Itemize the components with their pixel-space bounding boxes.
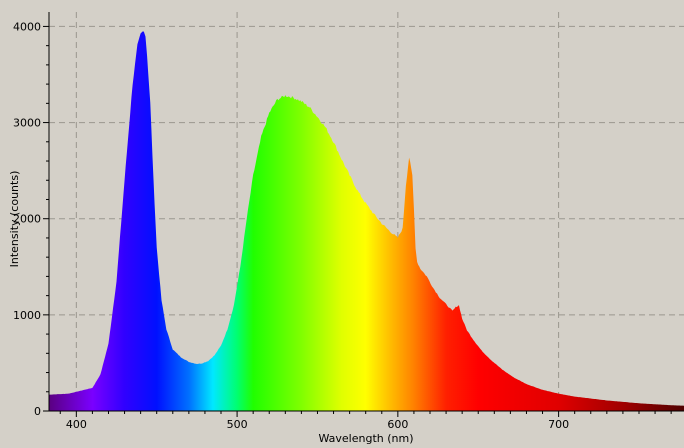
x-axis-ticks: 400 500 600 700 [59,411,672,431]
y-axis-ticks: 0 1000 2000 3000 4000 [13,20,49,418]
x-tick-label: 600 [387,418,408,431]
y-tick-label: 4000 [13,20,41,33]
x-tick-label: 500 [227,418,248,431]
y-tick-label: 1000 [13,309,41,322]
y-tick-label: 2000 [13,213,41,226]
x-tick-label: 700 [548,418,569,431]
x-axis-title: Wavelength (nm) [318,432,413,445]
x-tick-label: 400 [66,418,87,431]
y-axis-title: Intensity (counts) [8,171,21,268]
axes [48,12,684,412]
y-tick-label: 3000 [13,117,41,130]
y-tick-label: 0 [34,405,41,418]
spectrum-area [49,31,684,411]
